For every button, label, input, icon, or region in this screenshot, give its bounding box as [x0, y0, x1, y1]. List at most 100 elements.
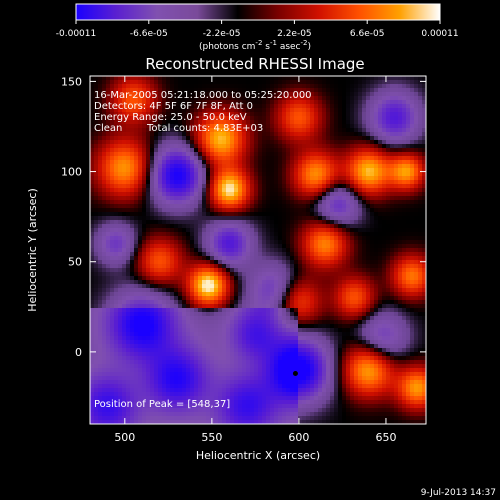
heatmap-cell [302, 184, 307, 189]
heatmap-cell [110, 120, 115, 125]
heatmap-cell [342, 308, 347, 313]
heatmap-cell [282, 236, 287, 241]
heatmap-cell [342, 284, 347, 289]
heatmap-cell [98, 300, 103, 305]
heatmap-cell [234, 88, 239, 93]
heatmap-cell [102, 116, 107, 121]
heatmap-cell [362, 284, 367, 289]
heatmap-cell [150, 180, 155, 185]
heatmap-cell [242, 268, 247, 273]
heatmap-cell [358, 104, 363, 109]
heatmap-cell [190, 252, 195, 257]
heatmap-cell [162, 284, 167, 289]
heatmap-cell [282, 160, 287, 165]
heatmap-cell [310, 96, 315, 101]
heatmap-cell [174, 236, 179, 241]
heatmap-cell [106, 84, 111, 89]
heatmap-cell [322, 160, 327, 165]
heatmap-cell [246, 176, 251, 181]
heatmap-cell [130, 280, 135, 285]
heatmap-cell [390, 132, 395, 137]
heatmap-cell [354, 272, 359, 277]
heatmap-cell [226, 120, 231, 125]
heatmap-cell [114, 148, 119, 153]
heatmap-cell [306, 212, 311, 217]
heatmap-cell [198, 152, 203, 157]
heatmap-cell [174, 292, 179, 297]
heatmap-cell [242, 272, 247, 277]
heatmap-cell [122, 188, 127, 193]
heatmap-cell [170, 208, 175, 213]
heatmap-cell [414, 304, 419, 309]
heatmap-cell [146, 268, 151, 273]
heatmap-cell [326, 92, 331, 97]
heatmap-cell [310, 108, 315, 113]
heatmap-cell [102, 100, 107, 105]
heatmap-cell [378, 124, 383, 129]
heatmap-cell [318, 140, 323, 145]
heatmap-cell [406, 120, 411, 125]
heatmap-cell [166, 208, 171, 213]
heatmap-cell [282, 268, 287, 273]
heatmap-cell [142, 260, 147, 265]
heatmap-cell [202, 108, 207, 113]
heatmap-cell [134, 268, 139, 273]
heatmap-cell [214, 168, 219, 173]
heatmap-cell [234, 156, 239, 161]
heatmap-cell [230, 104, 235, 109]
heatmap-cell [242, 124, 247, 129]
heatmap-cell [186, 148, 191, 153]
heatmap-cell [318, 224, 323, 229]
heatmap-cell [190, 268, 195, 273]
heatmap-cell [98, 180, 103, 185]
heatmap-cell [386, 180, 391, 185]
heatmap-cell [222, 308, 227, 313]
heatmap-cell [238, 148, 243, 153]
heatmap-cell [174, 176, 179, 181]
heatmap-cell [134, 308, 139, 313]
heatmap-cell [258, 300, 263, 305]
heatmap-cell [338, 204, 343, 209]
heatmap-cell [246, 104, 251, 109]
heatmap-cell [334, 156, 339, 161]
heatmap-cell [98, 80, 103, 85]
heatmap-cell [406, 248, 411, 253]
heatmap-cell [370, 96, 375, 101]
heatmap-cell [110, 112, 115, 117]
heatmap-cell [134, 172, 139, 177]
heatmap-cell [382, 92, 387, 97]
heatmap-cell [410, 212, 415, 217]
heatmap-cell [306, 256, 311, 261]
colorbar-bar [75, 3, 441, 21]
heatmap-cell [250, 212, 255, 217]
heatmap-cell [154, 264, 159, 269]
heatmap-cell [202, 100, 207, 105]
heatmap-cell [262, 244, 267, 249]
heatmap-cell [346, 296, 351, 301]
heatmap-cell [382, 184, 387, 189]
heatmap-cell [126, 208, 131, 213]
heatmap-cell [290, 84, 295, 89]
heatmap-cell [206, 152, 211, 157]
heatmap-cell [290, 100, 295, 105]
heatmap-cell [222, 124, 227, 129]
heatmap-cell [226, 208, 231, 213]
heatmap-cell [238, 140, 243, 145]
heatmap-cell [186, 264, 191, 269]
heatmap-cell [122, 124, 127, 129]
heatmap-cell [130, 128, 135, 133]
heatmap-cell [338, 84, 343, 89]
heatmap-cell [378, 220, 383, 225]
heatmap-cell [182, 284, 187, 289]
heatmap-cell [170, 80, 175, 85]
heatmap-cell [330, 192, 335, 197]
heatmap-cell [198, 148, 203, 153]
heatmap-cell [346, 148, 351, 153]
heatmap-cell [206, 248, 211, 253]
heatmap-cell [318, 208, 323, 213]
heatmap-cell [390, 156, 395, 161]
heatmap-cell [190, 308, 195, 313]
heatmap-cell [294, 196, 299, 201]
heatmap-cell [314, 108, 319, 113]
heatmap-cell [318, 160, 323, 165]
